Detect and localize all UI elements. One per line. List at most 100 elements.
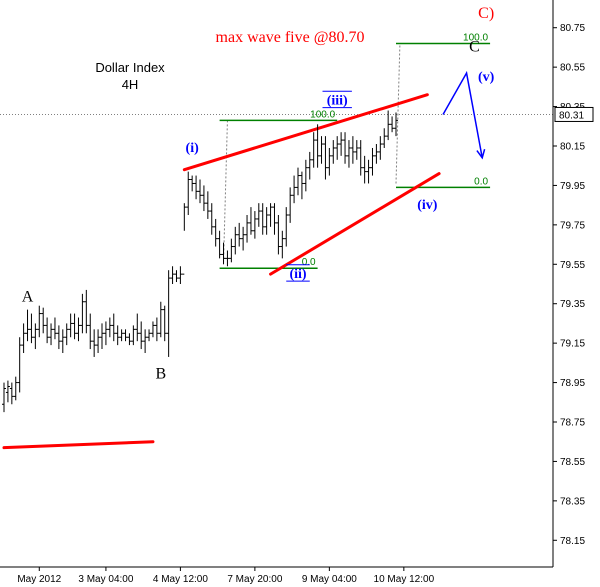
ohlc-bar — [296, 167, 300, 196]
ohlc-bar — [276, 215, 281, 255]
fib-label-2: 100.0 — [463, 32, 488, 43]
x-tick-label: 9 May 04:00 — [302, 574, 357, 585]
ohlc-bar — [366, 159, 371, 184]
ohlc-bar — [201, 185, 206, 212]
y-tick-label: 79.35 — [560, 299, 585, 310]
ohlc-bar — [217, 230, 222, 259]
fib-label-0: 100.0 — [310, 109, 335, 120]
ohlc-bar — [103, 321, 108, 346]
instrument-label: Dollar Index — [95, 60, 165, 75]
ohlc-bar — [178, 266, 183, 284]
trendline-1 — [269, 172, 441, 276]
ohlc-bar — [339, 132, 344, 156]
ohlc-bar — [378, 136, 383, 160]
ohlc-bar — [127, 333, 132, 346]
ohlc-bar — [233, 226, 238, 255]
x-tick-label: 7 May 20:00 — [227, 574, 282, 585]
ohlc-bar — [80, 293, 85, 334]
ohlc-bar — [166, 270, 171, 357]
ohlc-bar — [92, 329, 97, 357]
ohlc-bar — [229, 238, 234, 263]
y-tick-label: 78.35 — [560, 496, 585, 507]
ohlc-bar — [225, 250, 230, 267]
ohlc-bar — [311, 132, 316, 168]
ohlc-bar — [41, 307, 46, 334]
ohlc-bar — [29, 313, 34, 344]
ohlc-bar — [190, 175, 195, 192]
ohlc-bar — [245, 215, 250, 243]
ohlc-bar — [56, 325, 61, 350]
ohlc-bar — [84, 289, 89, 334]
y-tick-label: 79.75 — [560, 220, 585, 231]
wave-label-4: (i) — [186, 141, 200, 156]
ohlc-bar — [303, 159, 308, 192]
ohlc-bar — [386, 110, 391, 141]
wave-label-2: C — [469, 38, 480, 55]
wave-label-7: (iv) — [417, 198, 438, 213]
ohlc-bar — [2, 382, 6, 413]
ohlc-bar — [154, 317, 159, 342]
ohlc-bar — [76, 317, 81, 342]
ohlc-bar — [143, 329, 148, 353]
y-tick-label: 80.55 — [560, 63, 585, 74]
projection-arrowhead — [476, 148, 486, 160]
ohlc-bar — [52, 317, 57, 340]
y-tick-label: 78.15 — [560, 536, 585, 547]
y-tick-label: 80.15 — [560, 142, 585, 153]
ohlc-bar — [346, 140, 351, 168]
x-tick-label: May 2012 — [17, 574, 61, 585]
ohlc-bar — [68, 313, 73, 338]
ohlc-bar — [315, 124, 320, 168]
ohlc-bar — [288, 187, 293, 223]
ohlc-bar — [280, 230, 285, 259]
timeframe-label: 4H — [122, 77, 139, 92]
price-bars — [2, 110, 398, 413]
ohlc-bar — [17, 337, 22, 393]
x-tick-label: 3 May 04:00 — [78, 574, 133, 585]
ohlc-bar — [49, 323, 54, 346]
y-tick-label: 79.55 — [560, 260, 585, 271]
wave-label-0: A — [22, 289, 34, 306]
chart-title: max wave five @80.70 — [216, 29, 365, 46]
ohlc-bar — [135, 313, 140, 342]
ohlc-bar — [131, 325, 136, 346]
ohlc-bar — [350, 136, 355, 164]
ohlc-bar — [335, 136, 340, 160]
ohlc-bar — [264, 207, 269, 235]
ohlc-bar — [354, 140, 359, 160]
y-tick-label: 80.75 — [560, 23, 585, 34]
ohlc-bar — [307, 151, 312, 180]
ohlc-bar — [374, 144, 379, 164]
trendlines — [2, 93, 441, 450]
ohlc-bar — [331, 140, 336, 164]
ohlc-bar — [37, 305, 42, 338]
x-tick-label: 4 May 12:00 — [153, 574, 208, 585]
trendline-2 — [2, 440, 155, 450]
ohlc-bar — [139, 321, 144, 350]
ohlc-bar — [64, 323, 69, 346]
ohlc-bar — [272, 203, 277, 235]
ohlc-bar — [252, 211, 257, 239]
ohlc-bar — [170, 266, 175, 284]
ohlc-bar — [115, 325, 120, 346]
ohlc-bar — [147, 329, 152, 342]
ohlc-bar — [382, 128, 387, 148]
ohlc-bar — [33, 323, 38, 350]
last-price-marker: 80.31 — [554, 106, 594, 122]
ohlc-bar — [186, 171, 191, 215]
ohlc-bar — [241, 226, 246, 251]
x-axis-ticks: May 2012 3 May 04:00 4 May 12:00 7 May 20:0… — [17, 567, 435, 585]
ohlc-bar — [292, 175, 297, 204]
ohlc-bar — [198, 179, 202, 204]
ohlc-bar — [174, 270, 179, 283]
ohlc-bar — [319, 136, 324, 164]
ohlc-bar — [256, 203, 261, 227]
ohlc-bar — [237, 222, 242, 247]
ohlc-bar — [25, 309, 30, 342]
ohlc-bar — [119, 329, 124, 342]
fib-label-1: 0.0 — [302, 257, 316, 268]
ohlc-bar — [45, 317, 50, 344]
ohlc-bar — [394, 112, 398, 137]
